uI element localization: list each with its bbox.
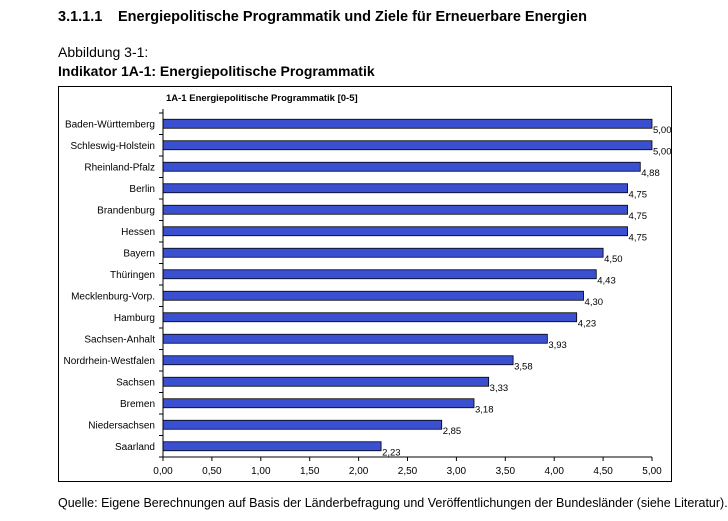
value-label: 2,23 <box>382 447 401 458</box>
bar <box>162 226 628 237</box>
value-label: 3,18 <box>475 404 494 415</box>
x-tick-label: 1,00 <box>251 466 271 477</box>
category-label: Niedersachsen <box>88 420 155 431</box>
value-label: 4,75 <box>629 211 648 222</box>
value-label: 4,88 <box>641 168 660 179</box>
chart-frame: 1A-1 Energiepolitische Programmatik [0-5… <box>58 86 672 482</box>
bar <box>162 333 548 344</box>
category-label: Bayern <box>123 248 155 259</box>
x-tick-label: 1,50 <box>300 466 320 477</box>
value-label: 4,23 <box>578 318 597 329</box>
bar-chart: 1A-1 Energiepolitische Programmatik [0-5… <box>63 93 671 477</box>
category-label: Nordrhein-Westfalen <box>63 356 155 367</box>
category-label: Sachsen-Anhalt <box>84 334 155 345</box>
x-tick-label: 0,00 <box>153 466 173 477</box>
bar <box>162 376 490 387</box>
chart-title: 1A-1 Energiepolitische Programmatik [0-5… <box>166 93 358 104</box>
value-label: 3,33 <box>490 383 509 394</box>
bar <box>162 161 641 172</box>
bar <box>162 398 475 409</box>
figure-title: Indikator 1A-1: Energiepolitische Progra… <box>58 63 375 79</box>
category-label: Saarland <box>115 442 155 453</box>
category-label: Sachsen <box>116 377 155 388</box>
x-tick-label: 3,00 <box>447 466 467 477</box>
category-label: Bremen <box>120 399 155 410</box>
category-label: Berlin <box>129 184 155 195</box>
value-label: 3,93 <box>548 340 567 351</box>
category-label: Brandenburg <box>97 205 155 216</box>
value-label: 5,00 <box>653 125 671 136</box>
value-label: 4,75 <box>629 232 648 243</box>
section-title: Energiepolitische Programmatik und Ziele… <box>118 9 587 25</box>
x-tick-label: 3,50 <box>496 466 516 477</box>
figure-label: Abbildung 3-1: <box>58 44 149 60</box>
bar <box>162 355 514 366</box>
category-label: Mecklenburg-Vorp. <box>71 291 155 302</box>
section-heading: 3.1.1.1 Energiepolitische Programmatik un… <box>58 9 587 25</box>
x-tick-label: 2,00 <box>349 466 369 477</box>
x-tick-label: 4,50 <box>593 466 613 477</box>
bar <box>162 290 584 301</box>
x-tick-label: 4,00 <box>544 466 564 477</box>
value-label: 4,50 <box>604 254 623 265</box>
bar <box>162 247 604 258</box>
value-label: 4,75 <box>629 189 648 200</box>
bar <box>162 140 653 151</box>
category-label: Hamburg <box>114 313 155 324</box>
source-note: Quelle: Eigene Berechnungen auf Basis de… <box>58 496 728 510</box>
bar <box>162 312 578 323</box>
bar <box>162 183 628 194</box>
section-number: 3.1.1.1 <box>58 9 103 25</box>
bar <box>162 118 653 129</box>
category-label: Schleswig-Holstein <box>71 141 155 152</box>
category-label: Thüringen <box>110 270 155 281</box>
bar <box>162 269 597 280</box>
bar <box>162 441 382 452</box>
value-label: 4,30 <box>585 297 604 308</box>
category-label: Baden-Württemberg <box>65 119 155 130</box>
bar <box>162 419 443 430</box>
x-tick-label: 0,50 <box>202 466 222 477</box>
x-tick-label: 2,50 <box>398 466 418 477</box>
bar <box>162 204 628 215</box>
value-label: 5,00 <box>653 146 671 157</box>
value-label: 2,85 <box>443 426 462 437</box>
category-label: Rheinland-Pfalz <box>84 162 155 173</box>
x-tick-label: 5,00 <box>642 466 662 477</box>
category-label: Hessen <box>121 227 155 238</box>
value-label: 3,58 <box>514 361 533 372</box>
value-label: 4,43 <box>597 275 616 286</box>
